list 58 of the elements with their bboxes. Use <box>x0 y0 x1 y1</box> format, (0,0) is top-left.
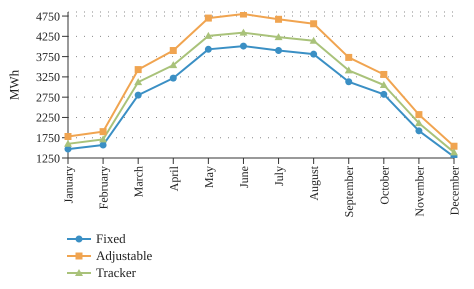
x-tick-label: August <box>307 165 322 201</box>
point <box>344 66 353 74</box>
point <box>170 47 177 54</box>
point <box>240 42 247 50</box>
x-tick-label: February <box>96 166 111 210</box>
y-tick-label: 3250 <box>36 70 60 84</box>
x-tick-label: June <box>236 166 251 188</box>
x-tick-label: November <box>412 166 426 217</box>
point <box>380 70 388 78</box>
point <box>204 32 212 39</box>
point <box>415 127 422 134</box>
legend-label: Adjustable <box>96 247 152 264</box>
point <box>414 119 423 126</box>
x-tick-label: January <box>62 166 76 204</box>
point <box>380 90 388 98</box>
point <box>64 140 72 147</box>
y-tick-label: 3750 <box>36 50 60 64</box>
point <box>345 54 352 61</box>
x-tick-label: March <box>132 166 146 198</box>
point <box>450 142 458 150</box>
point <box>134 78 142 86</box>
point <box>64 133 72 140</box>
point <box>274 33 283 40</box>
x-tick-label: October <box>377 166 392 205</box>
point <box>134 92 142 99</box>
point <box>275 16 282 23</box>
legend-label: Tracker <box>96 264 136 281</box>
x-tick-label: December <box>448 166 462 216</box>
y-tick-label: 2250 <box>36 110 60 125</box>
point <box>345 78 352 86</box>
point <box>100 128 107 136</box>
point <box>380 81 388 88</box>
point <box>170 74 177 82</box>
point <box>275 47 282 54</box>
legend-label: Fixed <box>96 230 126 247</box>
point <box>450 148 458 156</box>
y-tick-label: 2750 <box>36 90 60 104</box>
y-tick-label: 1750 <box>36 130 60 145</box>
point <box>415 111 422 118</box>
y-axis-title: MWh <box>6 69 22 100</box>
point <box>310 20 318 28</box>
x-tick-label: May <box>202 166 216 188</box>
point <box>240 12 247 18</box>
point <box>134 66 142 74</box>
y-tick-label: 4750 <box>36 9 60 24</box>
point <box>204 46 212 53</box>
x-tick-label: September <box>342 166 356 218</box>
point <box>100 142 107 149</box>
point <box>310 36 318 44</box>
point <box>169 61 178 68</box>
point <box>99 135 108 142</box>
y-tick-label: 4250 <box>36 30 60 44</box>
point <box>310 50 318 58</box>
point <box>239 28 248 36</box>
y-tick-label: 1250 <box>36 151 60 166</box>
x-tick-label: July <box>272 166 286 186</box>
x-tick-label: April <box>166 165 181 192</box>
point <box>204 14 212 22</box>
